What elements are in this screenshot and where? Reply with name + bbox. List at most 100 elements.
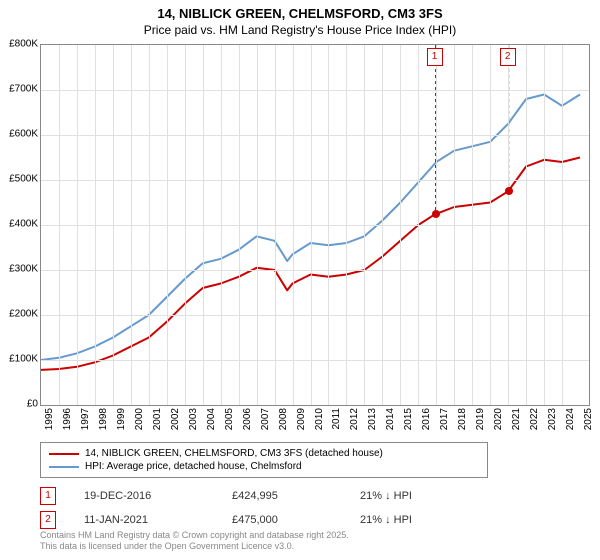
gridline-v: [167, 45, 168, 405]
gridline-v: [526, 45, 527, 405]
x-axis-label: 2001: [152, 408, 163, 430]
x-axis-label: 2021: [511, 408, 522, 430]
gridline-h: [41, 180, 589, 181]
x-axis-label: 2022: [529, 408, 540, 430]
legend: 14, NIBLICK GREEN, CHELMSFORD, CM3 3FS (…: [40, 442, 488, 478]
gridline-v: [95, 45, 96, 405]
y-axis-label: £500K: [9, 174, 38, 185]
x-axis-label: 2023: [547, 408, 558, 430]
chart-subtitle: Price paid vs. HM Land Registry's House …: [0, 23, 600, 41]
x-axis-label: 2020: [493, 408, 504, 430]
x-axis-label: 1999: [116, 408, 127, 430]
x-axis-label: 2025: [583, 408, 594, 430]
x-axis-label: 2019: [475, 408, 486, 430]
y-axis-label: £300K: [9, 264, 38, 275]
x-axis-label: 1995: [44, 408, 55, 430]
sale-row-marker: 1: [40, 487, 56, 505]
sale-row-marker: 2: [40, 511, 56, 529]
gridline-v: [346, 45, 347, 405]
gridline-v: [544, 45, 545, 405]
x-axis-label: 2017: [439, 408, 450, 430]
x-axis-label: 2011: [331, 408, 342, 430]
x-axis-label: 2007: [260, 408, 271, 430]
gridline-v: [562, 45, 563, 405]
sales-table: 119-DEC-2016£424,99521% ↓ HPI 2 11-JAN-202…: [40, 484, 460, 532]
legend-swatch: [49, 466, 79, 468]
sale-point-marker: [432, 210, 440, 218]
gridline-v: [221, 45, 222, 405]
footer-attribution: Contains HM Land Registry data © Crown c…: [40, 530, 349, 552]
legend-label: 14, NIBLICK GREEN, CHELMSFORD, CM3 3FS (…: [85, 448, 383, 459]
x-axis-label: 1998: [98, 408, 109, 430]
sale-price: £475,000: [232, 514, 332, 526]
gridline-h: [41, 360, 589, 361]
x-axis-label: 2014: [385, 408, 396, 430]
x-axis-label: 2016: [421, 408, 432, 430]
gridline-v: [275, 45, 276, 405]
plot-area: [40, 44, 590, 406]
legend-label: HPI: Average price, detached house, Chel…: [85, 461, 302, 472]
legend-swatch: [49, 453, 79, 455]
y-axis-label: £700K: [9, 84, 38, 95]
sale-price: £424,995: [232, 490, 332, 502]
sale-row: 2 11-JAN-2021 £475,000 21% ↓ HPI: [40, 508, 460, 532]
x-axis-label: 1997: [80, 408, 91, 430]
y-axis-label: £200K: [9, 309, 38, 320]
gridline-v: [77, 45, 78, 405]
gridline-h: [41, 90, 589, 91]
gridline-h: [41, 225, 589, 226]
x-axis-label: 2024: [565, 408, 576, 430]
x-axis-label: 2006: [242, 408, 253, 430]
legend-item: HPI: Average price, detached house, Chel…: [49, 460, 479, 473]
gridline-h: [41, 270, 589, 271]
x-axis-label: 2003: [188, 408, 199, 430]
legend-item: 14, NIBLICK GREEN, CHELMSFORD, CM3 3FS (…: [49, 447, 479, 460]
y-axis-label: £400K: [9, 219, 38, 230]
x-axis-label: 2008: [278, 408, 289, 430]
gridline-v: [490, 45, 491, 405]
x-axis-label: 2015: [403, 408, 414, 430]
sale-point-marker: [505, 187, 513, 195]
y-axis-label: £800K: [9, 39, 38, 50]
gridline-v: [149, 45, 150, 405]
sale-marker-label: 2: [500, 48, 516, 66]
x-axis-label: 2012: [349, 408, 360, 430]
y-axis-label: £600K: [9, 129, 38, 140]
footer-line-2: This data is licensed under the Open Gov…: [40, 541, 349, 552]
sale-marker-label: 1: [427, 48, 443, 66]
x-axis-label: 2000: [134, 408, 145, 430]
chart-title: 14, NIBLICK GREEN, CHELMSFORD, CM3 3FS: [0, 0, 600, 23]
x-axis-label: 2009: [296, 408, 307, 430]
gridline-v: [185, 45, 186, 405]
gridline-v: [59, 45, 60, 405]
sale-hpi: 21% ↓ HPI: [360, 514, 460, 526]
gridline-v: [203, 45, 204, 405]
x-axis-label: 2010: [314, 408, 325, 430]
gridline-v: [382, 45, 383, 405]
gridline-v: [400, 45, 401, 405]
x-axis-label: 2005: [224, 408, 235, 430]
gridline-v: [257, 45, 258, 405]
gridline-v: [454, 45, 455, 405]
footer-line-1: Contains HM Land Registry data © Crown c…: [40, 530, 349, 541]
gridline-v: [131, 45, 132, 405]
x-axis-label: 2004: [206, 408, 217, 430]
sale-date: 11-JAN-2021: [84, 514, 204, 526]
gridline-v: [239, 45, 240, 405]
x-axis-label: 2013: [367, 408, 378, 430]
gridline-v: [472, 45, 473, 405]
gridline-v: [436, 45, 437, 405]
gridline-v: [293, 45, 294, 405]
gridline-v: [508, 45, 509, 405]
x-axis-label: 2002: [170, 408, 181, 430]
sale-row: 119-DEC-2016£424,99521% ↓ HPI: [40, 484, 460, 508]
gridline-h: [41, 135, 589, 136]
gridline-h: [41, 315, 589, 316]
y-axis-label: £100K: [9, 354, 38, 365]
gridline-v: [328, 45, 329, 405]
gridline-v: [311, 45, 312, 405]
gridline-v: [364, 45, 365, 405]
x-axis-label: 2018: [457, 408, 468, 430]
gridline-v: [113, 45, 114, 405]
x-axis-label: 1996: [62, 408, 73, 430]
